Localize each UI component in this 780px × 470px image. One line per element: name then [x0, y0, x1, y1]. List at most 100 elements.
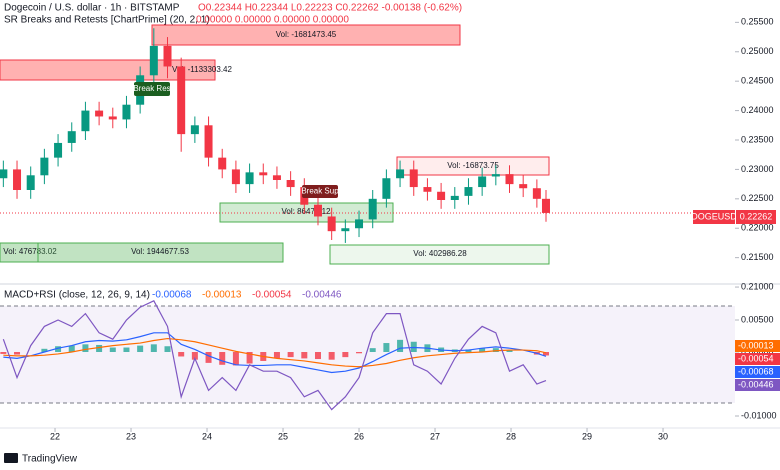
- histogram-bar: [383, 343, 390, 352]
- value-badge: -0.00068: [738, 366, 774, 376]
- symbol-badge-bg: [693, 210, 735, 224]
- candle-body: [231, 169, 240, 185]
- price-badge: 0.22262: [740, 211, 773, 221]
- candle-body: [0, 169, 8, 179]
- candle-body: [26, 175, 35, 190]
- macd-title: MACD+RSI (close, 12, 26, 9, 14): [4, 290, 150, 301]
- histogram-bar: [41, 348, 48, 352]
- plot-area: [0, 28, 735, 411]
- y-tick-label: 0.25500: [741, 17, 774, 27]
- x-tick-label: 28: [506, 431, 516, 441]
- histogram-bar: [273, 352, 280, 359]
- zone-label: Vol: 1944677.53: [131, 247, 189, 256]
- candle-body: [368, 198, 377, 220]
- candle-body: [478, 176, 487, 188]
- histogram-bar: [410, 341, 417, 352]
- candle-body: [313, 204, 322, 217]
- candle-body: [327, 216, 336, 232]
- candle-body: [286, 180, 295, 188]
- y-tick-label: 0.24000: [741, 105, 774, 115]
- candle-body: [505, 174, 514, 185]
- x-tick-label: 24: [202, 431, 212, 441]
- break-res-tag: [134, 82, 170, 96]
- candle-body: [423, 187, 432, 192]
- indicator-line: [3, 332, 547, 374]
- histogram-bar: [191, 352, 198, 360]
- histogram-bar: [205, 352, 212, 363]
- candle-body: [245, 172, 254, 185]
- value-badge: -0.00054: [738, 353, 774, 363]
- y-tick-label: 0.24500: [741, 76, 774, 86]
- histogram-bar: [369, 348, 376, 352]
- histogram-bar: [232, 352, 239, 366]
- candle-body: [67, 131, 76, 143]
- histogram-bar: [68, 345, 75, 352]
- support-zone: [37, 242, 284, 263]
- histogram-bar: [55, 346, 62, 352]
- value-badge: -0.00013: [738, 340, 774, 350]
- candle-body: [259, 172, 268, 176]
- symbol-badge: DOGEUSD: [691, 211, 737, 221]
- candle-body: [163, 45, 172, 67]
- labels: Break Res Break Sup: [133, 82, 339, 198]
- candle-body: [13, 169, 22, 190]
- histogram-bar: [82, 344, 89, 352]
- candle-body: [396, 169, 405, 179]
- indicator-values: 0.00000 0.00000 0.00000 0.00000: [196, 15, 349, 26]
- candle-body: [149, 45, 158, 76]
- zone-label: Vol: -16873.75: [447, 161, 499, 170]
- candle-body: [177, 66, 186, 135]
- x-tick-label: 29: [582, 431, 592, 441]
- logo: [4, 453, 18, 463]
- value-badge-bg: [735, 366, 780, 378]
- break-res-text: Break Res: [133, 84, 170, 93]
- y-tick-label: 0.21500: [741, 252, 774, 262]
- histogram-bar: [96, 344, 103, 352]
- histogram-bar: [342, 352, 349, 358]
- candle-body: [204, 125, 213, 158]
- resistance-zone: [396, 156, 550, 176]
- x-tick-label: 23: [126, 431, 136, 441]
- legend-value: -0.00013: [202, 290, 242, 301]
- histogram-bar: [137, 345, 144, 352]
- indicator-title: SR Breaks and Retests [ChartPrime] (20, …: [4, 15, 210, 26]
- candle-body: [81, 110, 90, 132]
- histogram-bar: [164, 346, 171, 352]
- candle-body: [54, 142, 63, 158]
- break-sup-tag: [302, 185, 338, 198]
- histogram-bar: [109, 347, 116, 352]
- histogram-bar: [0, 352, 7, 354]
- zone-label: Vol: 402986.28: [413, 249, 467, 258]
- candle-body: [341, 228, 350, 232]
- brand: TradingView: [22, 454, 78, 465]
- y-tick-label: 0.25000: [741, 46, 774, 56]
- ohlc: O0.22344 H0.22344 L0.22223 C0.22262 -0.0…: [198, 3, 462, 14]
- y-tick-label: 0.22000: [741, 223, 774, 233]
- x-tick-label: 26: [354, 431, 364, 441]
- histogram-bar: [492, 348, 499, 352]
- histogram-bar: [356, 352, 363, 354]
- y-tick-label: 0.23000: [741, 164, 774, 174]
- zone-label: Vol: 86478.12: [282, 207, 331, 216]
- histogram-bar: [479, 348, 486, 352]
- histogram-bar: [397, 339, 404, 352]
- value-badge-bg: [735, 379, 780, 391]
- resistance-zone: [151, 24, 461, 46]
- x-tick-label: 27: [430, 431, 440, 441]
- value-badge-bg: [735, 353, 780, 365]
- candle-body: [409, 169, 418, 188]
- candle-body: [40, 157, 49, 176]
- histogram-bar: [150, 344, 157, 352]
- legend-value: -0.00068: [152, 290, 192, 301]
- break-sup-text: Break Sup: [301, 187, 339, 196]
- y-tick-label: 0.22500: [741, 193, 774, 203]
- candle-body: [108, 116, 117, 120]
- candle-body: [437, 191, 446, 200]
- x-tick-label: 30: [658, 431, 668, 441]
- x-tick-label: 22: [50, 431, 60, 441]
- histogram-bar: [301, 352, 308, 359]
- candle-body: [382, 178, 391, 199]
- rsi-band: [0, 306, 735, 403]
